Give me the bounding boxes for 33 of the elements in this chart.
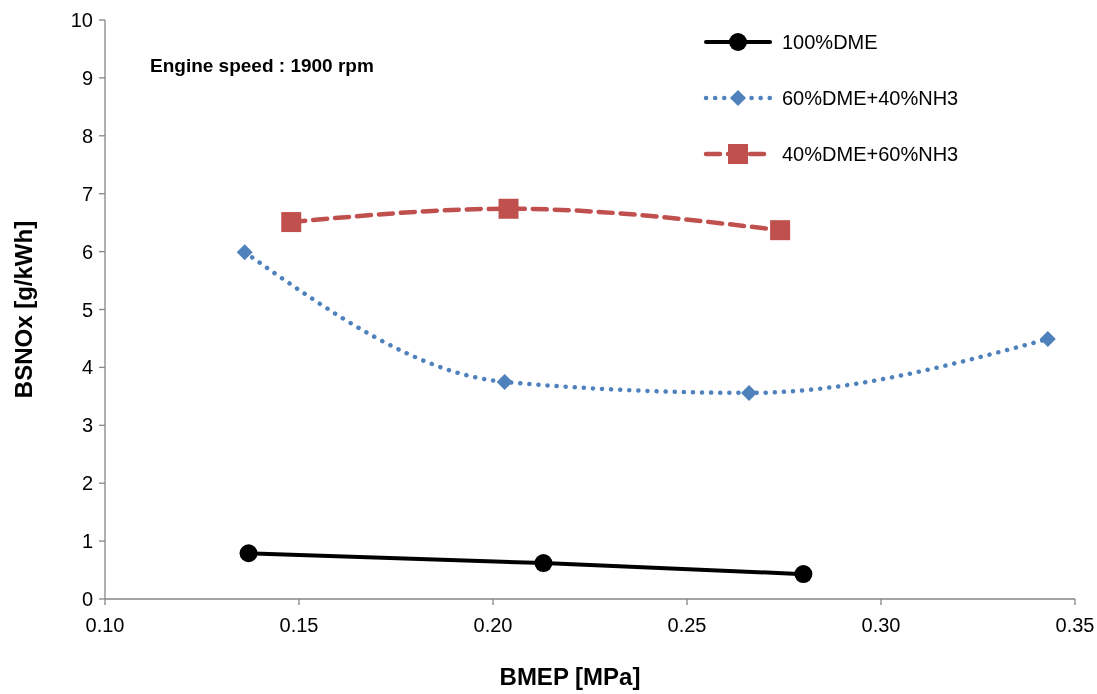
point <box>281 212 302 233</box>
point <box>236 244 253 261</box>
y-tick-label: 4 <box>81 356 93 379</box>
x-tick-label: 0.25 <box>667 614 707 636</box>
x-tick-label: 0.10 <box>85 614 125 636</box>
y-tick-label: 7 <box>81 182 93 205</box>
point <box>770 220 791 241</box>
annotation: Engine speed : 1900 rpm <box>150 55 374 76</box>
y-axis-title: BSNOx [g/kWh] <box>10 220 37 399</box>
x-axis-title: BMEP [MPa] <box>499 663 641 690</box>
y-tick-label: 1 <box>81 530 93 553</box>
y-tick-label: 0 <box>81 588 93 610</box>
point <box>496 373 513 390</box>
legend-label: 60%DME+40%NH3 <box>782 87 959 109</box>
point <box>534 554 553 573</box>
y-tick-label: 5 <box>81 298 93 321</box>
y-tick-label: 3 <box>81 414 93 437</box>
point <box>498 198 519 219</box>
x-tick-label: 0.30 <box>861 614 901 636</box>
y-tick-label: 10 <box>70 9 93 31</box>
point <box>1039 331 1056 348</box>
y-tick-label: 8 <box>81 124 93 147</box>
y-tick-label: 2 <box>81 472 93 495</box>
x-tick-label: 0.35 <box>1055 614 1095 636</box>
x-tick-label: 0.20 <box>473 614 513 636</box>
legend-label: 100%DME <box>782 31 878 53</box>
y-tick-label: 6 <box>81 240 93 263</box>
point <box>239 544 258 563</box>
legend-label: 40%DME+60%NH3 <box>782 143 959 165</box>
point <box>794 565 813 584</box>
y-tick-label: 9 <box>81 66 93 89</box>
point <box>741 384 758 401</box>
x-tick-label: 0.15 <box>279 614 319 636</box>
